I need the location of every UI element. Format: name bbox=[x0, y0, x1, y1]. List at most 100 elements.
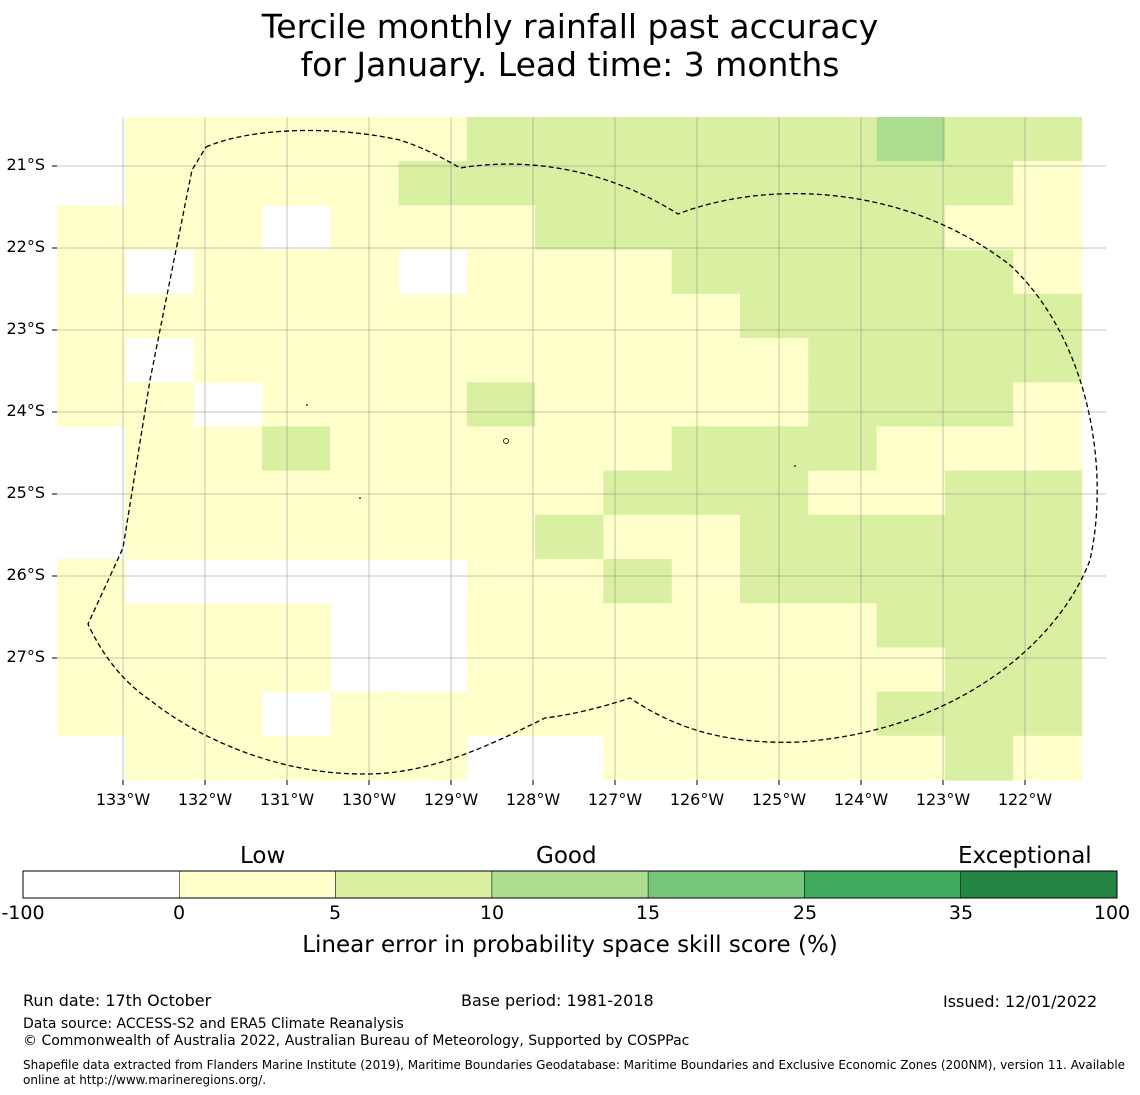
skill-cell bbox=[261, 647, 331, 693]
skill-cell bbox=[808, 161, 878, 206]
skill-cell bbox=[740, 161, 809, 206]
skill-cell bbox=[193, 426, 263, 472]
colorbar-segment bbox=[22, 870, 180, 899]
skill-cell bbox=[535, 514, 604, 560]
skill-cell bbox=[466, 338, 536, 383]
skill-cell bbox=[944, 559, 1014, 604]
skill-cell bbox=[535, 249, 604, 295]
skill-cell bbox=[944, 338, 1014, 383]
skill-cell bbox=[466, 647, 536, 693]
skill-cell bbox=[466, 249, 536, 295]
skill-cell bbox=[1013, 426, 1083, 472]
lat-label: 22°S bbox=[6, 237, 45, 256]
skill-cell bbox=[466, 293, 536, 339]
lon-label: 133°W bbox=[95, 790, 151, 809]
colorbar-tick: 0 bbox=[172, 902, 186, 924]
skill-cell bbox=[330, 249, 400, 295]
map-title-line-2: for January. Lead time: 3 months bbox=[300, 45, 840, 84]
skill-cell bbox=[535, 293, 604, 339]
skill-cell bbox=[944, 426, 1014, 472]
skill-cell bbox=[603, 117, 673, 162]
skill-cell bbox=[740, 514, 809, 560]
skill-cell bbox=[808, 382, 878, 427]
skill-cell bbox=[261, 426, 331, 472]
skill-cell bbox=[808, 205, 878, 251]
copyright-notice: © Commonwealth of Australia 2022, Austra… bbox=[23, 1033, 690, 1049]
colorbar-label: Linear error in probability space skill … bbox=[302, 932, 838, 958]
skill-cell bbox=[603, 382, 673, 427]
skill-cell bbox=[740, 205, 809, 251]
skill-cell bbox=[193, 161, 263, 206]
skill-cell bbox=[1013, 117, 1083, 162]
skill-cell bbox=[57, 205, 126, 251]
island-dot bbox=[794, 465, 796, 467]
skill-cell bbox=[876, 249, 946, 295]
skill-cell bbox=[330, 117, 400, 162]
colorbar-segment bbox=[647, 870, 805, 899]
skill-cell bbox=[535, 559, 604, 604]
skill-cell bbox=[876, 603, 946, 648]
skill-cell bbox=[535, 161, 604, 206]
skill-cell bbox=[671, 161, 741, 206]
skill-cell bbox=[944, 205, 1014, 251]
colorbar-heading-low: Low bbox=[240, 843, 286, 869]
island-dot bbox=[359, 497, 361, 499]
skill-cell bbox=[603, 603, 673, 648]
skill-cell bbox=[535, 470, 604, 516]
skill-cell bbox=[808, 559, 878, 604]
skill-cell bbox=[740, 559, 809, 604]
skill-cell bbox=[671, 470, 741, 516]
lon-label: 125°W bbox=[751, 790, 807, 809]
skill-cell bbox=[603, 293, 673, 339]
skill-cell bbox=[125, 514, 195, 560]
colorbar-tick: 5 bbox=[328, 902, 342, 924]
skill-cell bbox=[398, 293, 468, 339]
skill-cell bbox=[261, 603, 331, 648]
issued-date: Issued: 12/01/2022 bbox=[943, 992, 1098, 1011]
skill-cell bbox=[603, 647, 673, 693]
skill-cell bbox=[261, 117, 331, 162]
skill-cell bbox=[1013, 691, 1083, 737]
skill-cell bbox=[671, 293, 741, 339]
skill-cell bbox=[603, 691, 673, 737]
skill-cell bbox=[1013, 249, 1083, 295]
skill-cell bbox=[261, 338, 331, 383]
run-date: Run date: 17th October bbox=[23, 991, 212, 1010]
skill-cell bbox=[808, 249, 878, 295]
skill-cell bbox=[808, 117, 878, 162]
colorbar-tick: -100 bbox=[1, 902, 45, 924]
skill-cell bbox=[671, 559, 741, 604]
base-period: Base period: 1981-2018 bbox=[461, 991, 654, 1010]
skill-cell bbox=[466, 691, 536, 737]
skill-cell bbox=[535, 205, 604, 251]
skill-cell bbox=[740, 647, 809, 693]
skill-cell bbox=[1013, 603, 1083, 648]
skill-cell bbox=[466, 514, 536, 560]
skill-cell bbox=[466, 161, 536, 206]
skill-cell bbox=[398, 691, 468, 737]
colorbar-tick: 10 bbox=[479, 902, 505, 924]
lon-label: 123°W bbox=[915, 790, 971, 809]
skill-cell bbox=[740, 603, 809, 648]
skill-cell bbox=[1013, 161, 1083, 206]
skill-cell bbox=[398, 117, 468, 162]
lat-label: 24°S bbox=[6, 401, 45, 420]
lat-label: 21°S bbox=[6, 155, 45, 174]
skill-cell bbox=[193, 647, 263, 693]
skill-cell bbox=[808, 603, 878, 648]
lon-label: 132°W bbox=[177, 790, 233, 809]
skill-cell bbox=[944, 161, 1014, 206]
skill-cell bbox=[1013, 293, 1083, 339]
skill-cell bbox=[535, 117, 604, 162]
skill-cell bbox=[944, 117, 1014, 162]
skill-cell bbox=[125, 117, 195, 162]
skill-cell bbox=[57, 338, 126, 383]
skill-cell bbox=[671, 205, 741, 251]
skill-cell bbox=[398, 161, 468, 206]
skill-cell bbox=[603, 559, 673, 604]
skill-cell bbox=[944, 249, 1014, 295]
skill-score-cells bbox=[57, 117, 1083, 781]
island-outline bbox=[503, 438, 509, 444]
skill-cell bbox=[944, 691, 1014, 737]
skill-cell bbox=[125, 470, 195, 516]
